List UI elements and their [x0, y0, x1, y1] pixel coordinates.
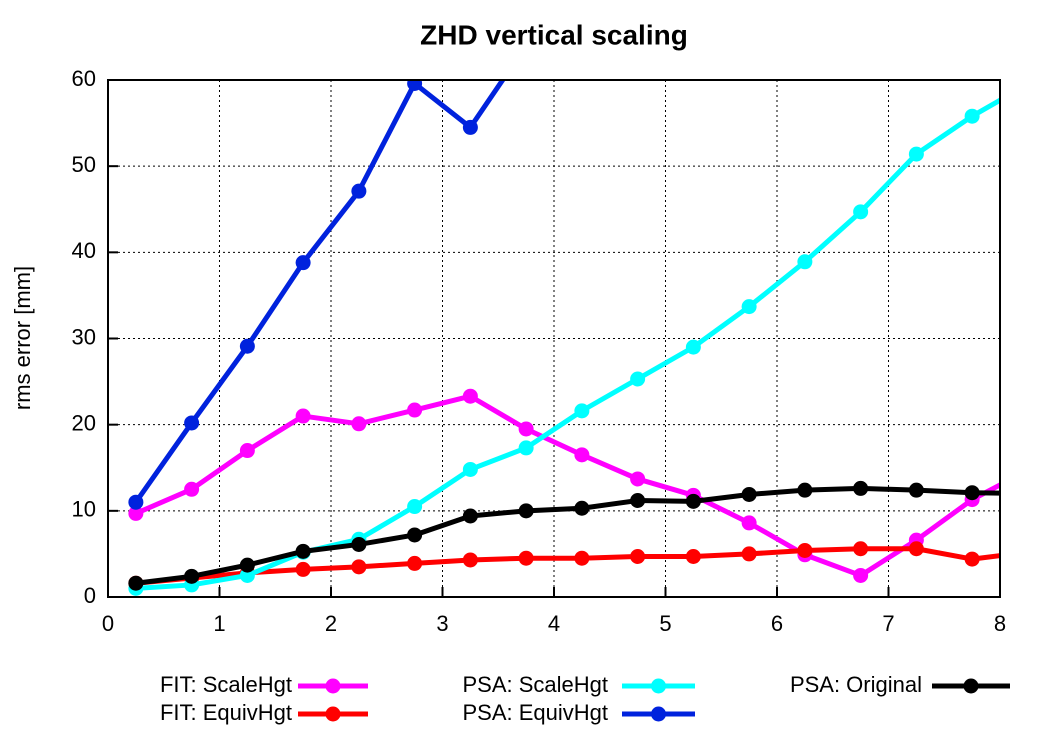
data-point — [797, 482, 813, 498]
data-point — [184, 481, 200, 497]
legend-marker — [325, 706, 341, 722]
data-point — [128, 505, 144, 521]
legend-marker — [325, 678, 341, 694]
data-point — [462, 119, 478, 135]
y-tick-label: 0 — [84, 583, 96, 608]
x-tick-label: 8 — [994, 611, 1006, 636]
y-tick-label: 10 — [72, 497, 96, 522]
data-point — [407, 80, 423, 91]
data-point — [1020, 463, 1035, 478]
data-point — [462, 461, 478, 477]
legend-label: FIT: ScaleHgt — [160, 672, 292, 697]
y-axis-label: rms error [mm] — [10, 266, 35, 410]
data-point — [741, 486, 757, 502]
data-point — [574, 447, 590, 463]
data-point — [853, 567, 869, 583]
y-tick-label: 30 — [72, 324, 96, 349]
data-point — [853, 480, 869, 496]
data-point — [351, 559, 367, 575]
data-point — [407, 499, 423, 515]
data-point — [518, 550, 534, 566]
data-point — [351, 416, 367, 432]
data-point — [630, 492, 646, 508]
data-point — [574, 550, 590, 566]
x-tick-label: 0 — [102, 611, 114, 636]
x-tick-label: 7 — [882, 611, 894, 636]
data-point — [462, 508, 478, 524]
legend-marker — [651, 706, 666, 722]
data-point — [239, 443, 255, 459]
data-point — [908, 146, 924, 162]
legend-label: PSA: Original — [790, 672, 922, 697]
data-point — [295, 408, 311, 424]
data-point — [1020, 77, 1035, 92]
data-point — [964, 485, 980, 501]
data-point — [351, 536, 367, 552]
data-point — [908, 482, 924, 498]
data-point — [685, 339, 701, 355]
data-point — [184, 415, 200, 431]
data-point — [853, 204, 869, 220]
data-point — [128, 494, 144, 510]
data-point — [964, 551, 980, 567]
data-point — [741, 299, 757, 315]
chart-title: ZHD vertical scaling — [420, 19, 688, 50]
data-point — [295, 255, 311, 271]
data-point — [574, 500, 590, 516]
data-point — [797, 542, 813, 558]
data-point — [128, 575, 144, 591]
data-point — [630, 549, 646, 565]
data-point — [630, 471, 646, 487]
data-point — [741, 546, 757, 562]
legend-label: FIT: EquivHgt — [160, 700, 292, 725]
data-point — [853, 541, 869, 557]
y-tick-label: 60 — [72, 66, 96, 91]
data-point — [685, 493, 701, 509]
data-point — [797, 254, 813, 270]
data-point — [685, 549, 701, 565]
data-point — [239, 557, 255, 573]
data-point — [518, 503, 534, 519]
data-point — [462, 552, 478, 568]
data-point — [184, 568, 200, 584]
data-point — [462, 388, 478, 404]
data-point — [351, 183, 367, 199]
x-tick-label: 2 — [325, 611, 337, 636]
x-tick-label: 5 — [659, 611, 671, 636]
data-point — [295, 561, 311, 577]
data-point — [574, 403, 590, 419]
y-tick-label: 40 — [72, 238, 96, 263]
x-tick-label: 4 — [548, 611, 560, 636]
data-point — [239, 338, 255, 354]
data-point — [1020, 545, 1035, 560]
x-tick-label: 1 — [213, 611, 225, 636]
series-line — [133, 80, 506, 504]
legend-marker — [963, 678, 979, 694]
data-point — [295, 543, 311, 559]
y-tick-label: 20 — [72, 410, 96, 435]
data-point — [407, 527, 423, 543]
data-point — [908, 541, 924, 557]
data-point — [407, 402, 423, 418]
legend-marker — [651, 678, 666, 694]
data-point — [407, 555, 423, 571]
data-point — [741, 515, 757, 531]
legend-label: PSA: EquivHgt — [462, 700, 608, 725]
legend-label: PSA: ScaleHgt — [462, 672, 608, 697]
data-point — [1020, 486, 1035, 501]
y-tick-label: 50 — [72, 152, 96, 177]
data-point — [518, 421, 534, 437]
data-point — [518, 440, 534, 456]
x-tick-label: 3 — [436, 611, 448, 636]
data-point — [630, 371, 646, 387]
data-point — [239, 567, 255, 583]
data-point — [964, 108, 980, 124]
x-tick-label: 6 — [771, 611, 783, 636]
